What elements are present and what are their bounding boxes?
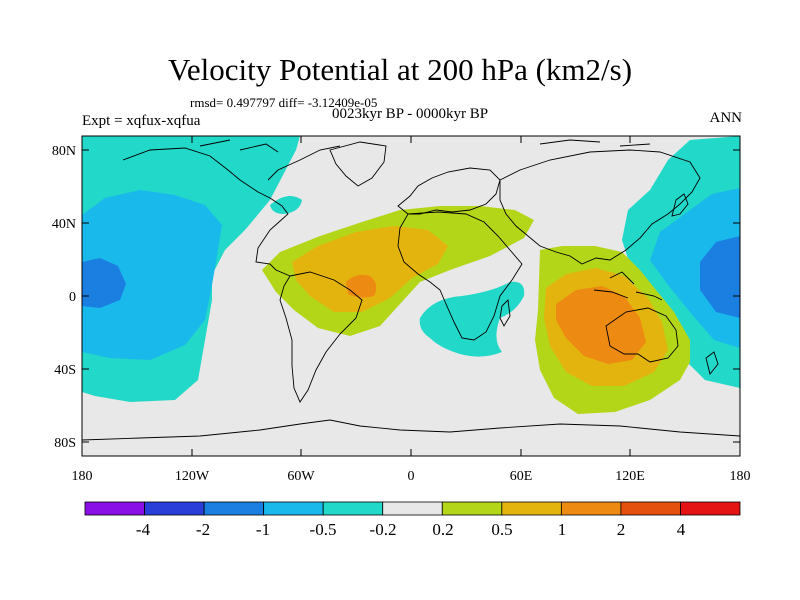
axis-ticks [81, 136, 741, 456]
coast-africa [397, 211, 523, 341]
experiment-label: Expt = xqfux-xqfua [82, 113, 201, 129]
colorbar-swatch [322, 501, 384, 516]
colorbar-swatch [680, 501, 741, 516]
season-label: ANN [709, 110, 743, 126]
colorbar-label: -4 [136, 520, 151, 539]
coast-australia [605, 307, 679, 363]
colorbar-swatch [203, 501, 265, 516]
x-label-120e: 120E [615, 469, 645, 484]
y-label-80n: 80N [52, 144, 76, 159]
colorbar-label: 2 [617, 520, 626, 539]
y-label-80s: 80S [54, 436, 76, 451]
x-axis-labels: 180 120W 60W 0 60E 120E 180 [72, 469, 751, 484]
y-label-40n: 40N [52, 217, 76, 232]
colorbar-label: 1 [558, 520, 567, 539]
coast-europe [397, 167, 501, 215]
core-negative-east-pacific [82, 258, 126, 308]
colorbar-label: -0.2 [370, 520, 397, 539]
coast-japan [671, 193, 689, 217]
colorbar-swatch [144, 501, 205, 516]
colorbar-swatch [382, 501, 443, 516]
strong-negative-east-pacific [82, 190, 222, 360]
colorbar-swatch [620, 501, 681, 516]
x-label-60w: 60W [287, 469, 315, 484]
colorbar [84, 501, 741, 516]
stats-text: rmsd= 0.497797 diff= -3.12409e-05 [190, 95, 378, 110]
velocity-potential-field [82, 136, 740, 456]
coast-indonesia [593, 271, 663, 301]
negative-blob-pacific-north [270, 196, 302, 214]
plot-title: Velocity Potential at 200 hPa (km2/s) [167, 52, 633, 87]
coastlines [82, 139, 740, 441]
coast-antarctica [82, 419, 740, 441]
coast-north-america [122, 145, 341, 277]
colorbar-swatch [84, 501, 145, 516]
strong-positive-maritime [556, 286, 646, 364]
y-axis-labels: 80N 40N 0 40S 80S [52, 144, 76, 451]
colorbar-label: -1 [256, 520, 270, 539]
colorbar-swatch [441, 501, 503, 516]
colorbar-label: 0.5 [491, 520, 512, 539]
colorbar-swatch [263, 501, 324, 516]
moderate-positive-atlantic [292, 226, 448, 312]
y-label-0: 0 [69, 290, 76, 305]
colorbar-label: 0.2 [432, 520, 453, 539]
colorbar-label: -2 [196, 520, 210, 539]
y-label-40s: 40S [54, 363, 76, 378]
x-label-180e: 180 [730, 469, 751, 484]
core-negative-west-pacific [700, 236, 740, 318]
coast-arctic-islands [199, 139, 651, 153]
x-label-120w: 120W [175, 469, 210, 484]
colorbar-swatch [501, 501, 562, 516]
coast-greenland [329, 141, 387, 187]
x-label-0: 0 [408, 469, 415, 484]
colorbar-labels: -4 -2 -1 -0.5 -0.2 0.2 0.5 1 2 4 [136, 520, 686, 539]
coast-new-zealand [705, 351, 719, 375]
negative-region-indian-ocean [419, 281, 525, 357]
x-label-180w: 180 [72, 469, 93, 484]
period-label: 0023kyr BP - 0000kyr BP [331, 106, 489, 122]
colorbar-label: 4 [677, 520, 686, 539]
coast-south-america [279, 271, 363, 403]
colorbar-swatch [560, 501, 622, 516]
strong-positive-atlantic [346, 274, 377, 298]
coast-asia [499, 149, 701, 265]
colorbar-label: -0.5 [310, 520, 337, 539]
coast-madagascar [499, 299, 511, 327]
x-label-60e: 60E [510, 469, 533, 484]
